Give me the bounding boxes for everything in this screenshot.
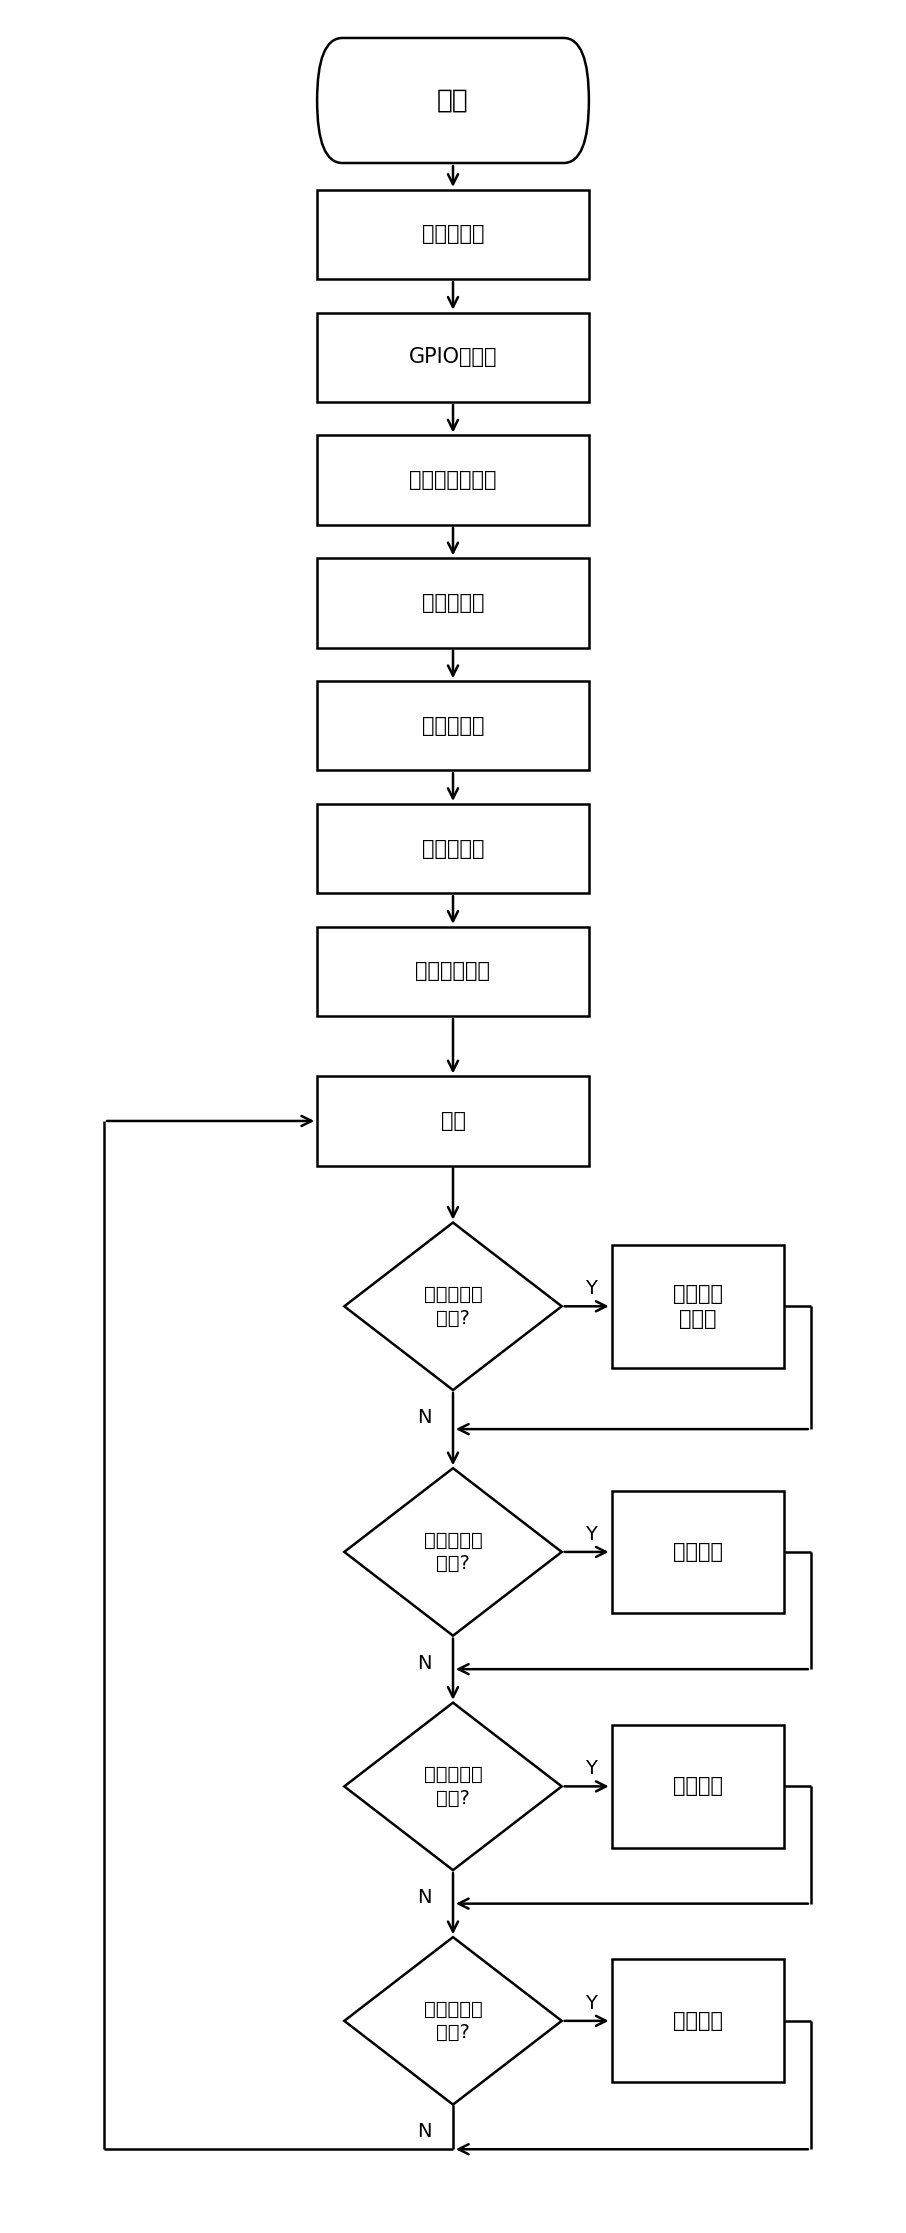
PathPatch shape xyxy=(344,1469,562,1635)
Text: 调用算法
子程序: 调用算法 子程序 xyxy=(672,1284,723,1329)
Text: 系统初始化: 系统初始化 xyxy=(422,226,484,243)
Text: N: N xyxy=(417,1652,431,1673)
Text: 中断向量初始化: 中断向量初始化 xyxy=(410,471,496,489)
PathPatch shape xyxy=(317,38,589,163)
Text: N: N xyxy=(417,1409,431,1427)
PathPatch shape xyxy=(344,1936,562,2103)
Text: Y: Y xyxy=(584,1994,597,2012)
Bar xyxy=(612,1492,784,1612)
Text: 数据存储: 数据存储 xyxy=(672,1543,723,1561)
Text: 算法标志位
置位?: 算法标志位 置位? xyxy=(424,1284,482,1329)
Bar xyxy=(317,313,589,402)
Bar xyxy=(612,1246,784,1367)
Text: Y: Y xyxy=(584,1280,597,1297)
Text: 外设初始化: 外设初始化 xyxy=(422,594,484,612)
Bar xyxy=(317,558,589,648)
Text: 偏置调整: 偏置调整 xyxy=(672,1777,723,1795)
Bar xyxy=(317,927,589,1016)
PathPatch shape xyxy=(344,1702,562,1871)
FancyBboxPatch shape xyxy=(337,38,569,163)
Text: N: N xyxy=(417,1889,431,1907)
Text: 液晶显示: 液晶显示 xyxy=(672,2012,723,2030)
Text: 数据初始化: 数据初始化 xyxy=(422,717,484,735)
PathPatch shape xyxy=(344,1224,562,1389)
Bar xyxy=(317,190,589,279)
Text: Y: Y xyxy=(584,1760,597,1777)
Text: 偏置标志位
置位?: 偏置标志位 置位? xyxy=(424,1764,482,1809)
Text: GPIO初始化: GPIO初始化 xyxy=(409,348,497,366)
Text: Y: Y xyxy=(584,1525,597,1543)
Bar xyxy=(317,804,589,893)
Bar xyxy=(317,681,589,770)
Bar xyxy=(612,1724,784,1849)
Bar xyxy=(317,1076,589,1166)
Text: 液晶标志位
置位?: 液晶标志位 置位? xyxy=(424,1999,482,2043)
Text: 开启全局中断: 开启全局中断 xyxy=(416,962,490,980)
Bar xyxy=(317,435,589,525)
Text: N: N xyxy=(417,2121,431,2141)
Bar xyxy=(612,1961,784,2081)
Text: 喂狗: 喂狗 xyxy=(440,1112,466,1130)
Text: 励磁初始化: 励磁初始化 xyxy=(422,840,484,857)
Text: 存储标志位
置位?: 存储标志位 置位? xyxy=(424,1530,482,1574)
Text: 开始: 开始 xyxy=(437,87,469,114)
